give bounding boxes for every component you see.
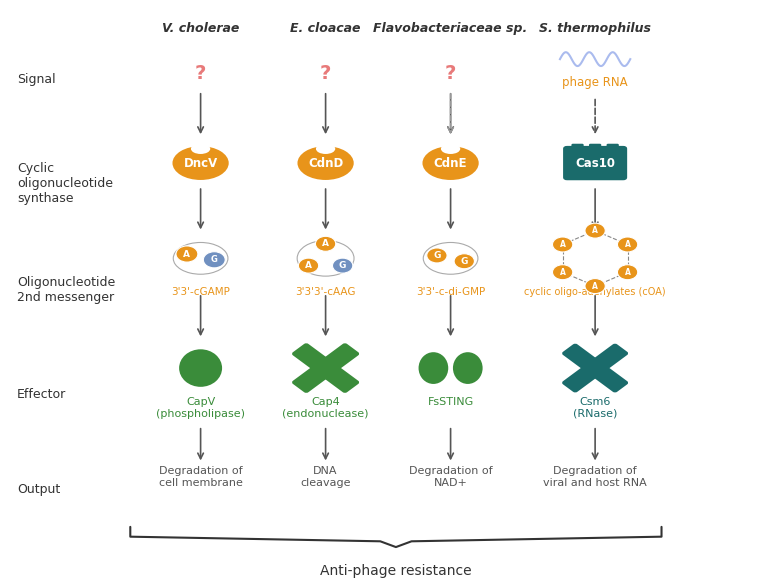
Text: CdnE: CdnE (434, 157, 467, 170)
Text: Flavobacteriaceae sp.: Flavobacteriaceae sp. (373, 22, 528, 34)
Circle shape (553, 265, 573, 280)
Ellipse shape (191, 143, 210, 154)
Text: Effector: Effector (17, 388, 67, 401)
Text: A: A (305, 261, 312, 270)
Text: A: A (625, 268, 630, 277)
Circle shape (618, 237, 637, 252)
Text: S. thermophilus: S. thermophilus (539, 22, 652, 34)
Circle shape (315, 236, 336, 251)
Text: 3'3'3'-cAAG: 3'3'3'-cAAG (296, 287, 356, 297)
Ellipse shape (453, 352, 483, 384)
Text: cyclic oligo-adenylates (cOA): cyclic oligo-adenylates (cOA) (524, 287, 666, 297)
Text: Oligonucleotide
2nd messenger: Oligonucleotide 2nd messenger (17, 276, 115, 304)
Text: CapV
(phospholipase): CapV (phospholipase) (156, 397, 245, 419)
Circle shape (618, 265, 637, 280)
Text: Anti-phage resistance: Anti-phage resistance (320, 564, 472, 578)
Text: Cas10: Cas10 (575, 157, 615, 170)
Text: Degradation of
NAD+: Degradation of NAD+ (408, 466, 492, 488)
Text: Degradation of
cell membrane: Degradation of cell membrane (158, 466, 242, 488)
Text: A: A (560, 240, 565, 249)
Text: Cap4
(endonuclease): Cap4 (endonuclease) (282, 397, 368, 419)
FancyBboxPatch shape (572, 144, 583, 153)
Text: ?: ? (445, 64, 456, 83)
Text: FsSTING: FsSTING (427, 397, 474, 407)
Circle shape (332, 258, 353, 273)
FancyBboxPatch shape (562, 343, 628, 392)
Text: ?: ? (320, 64, 332, 83)
Text: 3'3'-cGAMP: 3'3'-cGAMP (171, 287, 230, 297)
Text: G: G (211, 255, 218, 264)
FancyBboxPatch shape (607, 144, 619, 153)
Ellipse shape (441, 143, 460, 154)
Ellipse shape (316, 143, 336, 154)
Text: A: A (322, 239, 329, 248)
Text: phage RNA: phage RNA (562, 76, 628, 89)
Circle shape (585, 223, 605, 238)
Text: G: G (460, 257, 468, 266)
FancyBboxPatch shape (292, 343, 359, 393)
Circle shape (426, 248, 447, 263)
Text: ?: ? (195, 64, 206, 83)
Text: Degradation of
viral and host RNA: Degradation of viral and host RNA (543, 466, 647, 488)
Text: A: A (183, 250, 191, 258)
Text: Signal: Signal (17, 73, 56, 86)
Ellipse shape (419, 352, 448, 384)
Text: 3'3'-c-di-GMP: 3'3'-c-di-GMP (416, 287, 485, 297)
Text: A: A (560, 268, 565, 277)
FancyBboxPatch shape (563, 146, 627, 180)
Text: A: A (592, 226, 598, 235)
Text: V. cholerae: V. cholerae (162, 22, 239, 34)
FancyBboxPatch shape (589, 144, 601, 153)
FancyBboxPatch shape (292, 343, 359, 393)
Ellipse shape (172, 146, 229, 180)
Text: A: A (592, 282, 598, 290)
Ellipse shape (179, 349, 222, 387)
Text: E. cloacae: E. cloacae (290, 22, 361, 34)
Circle shape (454, 254, 474, 269)
Text: CdnD: CdnD (308, 157, 343, 170)
Text: Cyclic
oligonucleotide
synthase: Cyclic oligonucleotide synthase (17, 162, 113, 205)
Circle shape (176, 246, 198, 262)
Text: G: G (434, 251, 441, 260)
Text: Csm6
(RNase): Csm6 (RNase) (573, 397, 617, 419)
Text: Output: Output (17, 483, 60, 496)
Circle shape (203, 252, 225, 268)
Ellipse shape (297, 146, 354, 180)
Circle shape (585, 279, 605, 294)
Text: DNA
cleavage: DNA cleavage (300, 466, 351, 488)
Text: DncV: DncV (183, 157, 218, 170)
Ellipse shape (423, 146, 479, 180)
Circle shape (553, 237, 573, 252)
Text: G: G (339, 261, 347, 270)
Circle shape (299, 258, 319, 273)
Text: A: A (625, 240, 630, 249)
FancyBboxPatch shape (562, 343, 628, 392)
